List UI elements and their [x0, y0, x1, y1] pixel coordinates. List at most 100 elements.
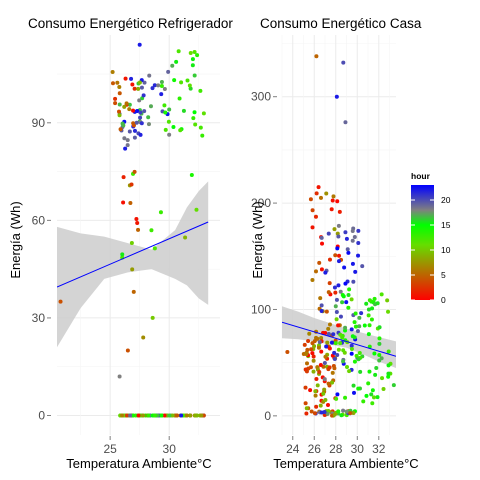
confidence-band-refrigerador: [57, 181, 209, 348]
data-point: [329, 340, 334, 345]
data-point: [336, 223, 341, 228]
data-point: [381, 386, 386, 391]
data-point: [313, 389, 318, 394]
data-point: [142, 109, 147, 114]
data-point: [195, 53, 200, 58]
data-point: [323, 354, 328, 359]
data-point: [325, 402, 330, 407]
data-point: [334, 94, 339, 99]
data-point: [374, 366, 379, 371]
data-point: [370, 388, 375, 393]
data-point: [172, 78, 177, 83]
data-point: [131, 123, 136, 128]
data-point: [317, 369, 322, 374]
confidence-band: [282, 306, 396, 368]
points-refrigerador: [58, 42, 206, 418]
data-point: [117, 374, 122, 379]
data-point: [127, 107, 132, 112]
data-point: [356, 241, 361, 246]
data-point: [373, 372, 378, 377]
data-point: [137, 98, 142, 103]
data-point: [303, 401, 308, 406]
data-point: [179, 80, 184, 85]
data-point: [193, 413, 198, 418]
data-point: [333, 253, 338, 258]
data-point: [334, 317, 339, 322]
data-point: [122, 136, 127, 141]
data-point: [371, 395, 376, 400]
data-point: [323, 397, 328, 402]
data-point: [194, 207, 199, 212]
data-point: [163, 110, 168, 115]
data-point: [310, 351, 315, 356]
data-point: [127, 102, 132, 107]
data-point: [391, 383, 396, 388]
data-point: [351, 279, 356, 284]
data-point: [117, 102, 122, 107]
x-axis-title-refrigerador: Temperatura Ambiente°C: [66, 456, 211, 471]
data-point: [307, 331, 312, 336]
data-point: [346, 292, 351, 297]
data-point: [350, 261, 355, 266]
data-point: [117, 113, 122, 118]
data-point: [360, 264, 365, 269]
legend-title: hour: [411, 171, 431, 181]
data-point: [386, 309, 391, 314]
data-point: [146, 115, 151, 120]
data-point: [113, 96, 118, 101]
y-tick-label: 0: [38, 408, 45, 422]
data-point: [356, 253, 361, 258]
data-point: [369, 392, 374, 397]
data-point: [366, 307, 371, 312]
data-point: [191, 116, 196, 121]
panel-refrigerador: Consumo Energético Refrigerador 0 30 60 90 2…: [8, 16, 233, 471]
y-axis-title-casa: Energía (Wh): [250, 201, 265, 278]
data-point: [312, 411, 317, 416]
data-point: [314, 54, 319, 59]
data-point: [353, 311, 358, 316]
data-point: [131, 413, 136, 418]
data-point: [343, 325, 348, 330]
data-point: [367, 369, 372, 374]
data-point: [326, 331, 331, 336]
data-point: [334, 396, 339, 401]
data-point: [377, 325, 382, 330]
data-point: [335, 352, 340, 357]
data-point: [130, 82, 135, 87]
data-point: [136, 413, 141, 418]
data-point: [139, 85, 144, 90]
data-point: [375, 301, 380, 306]
data-point: [314, 377, 319, 382]
data-point: [341, 294, 346, 299]
data-point: [124, 101, 129, 106]
data-point: [199, 413, 204, 418]
data-point: [345, 247, 350, 252]
x-tick-label: 25: [103, 442, 117, 456]
data-point: [156, 83, 161, 88]
data-point: [375, 395, 380, 400]
data-point: [141, 335, 146, 340]
data-point: [170, 63, 175, 68]
data-point: [192, 73, 197, 78]
data-point: [324, 344, 329, 349]
data-point: [305, 347, 310, 352]
colorbar-ticks: 0 5 10 15 20: [411, 195, 451, 305]
data-point: [123, 146, 128, 151]
data-point: [177, 96, 182, 101]
chart-title-casa: Consumo Energético Casa: [260, 16, 422, 31]
data-point: [357, 315, 362, 320]
data-point: [337, 253, 342, 258]
data-point: [312, 344, 317, 349]
chart-title-refrigerador: Consumo Energético Refrigerador: [28, 16, 233, 31]
data-point: [333, 290, 338, 295]
data-point: [125, 143, 130, 148]
data-point: [337, 209, 342, 214]
data-point: [332, 350, 337, 355]
data-point: [332, 357, 337, 362]
confidence-band: [57, 181, 209, 348]
data-point: [339, 413, 344, 418]
data-point: [110, 70, 115, 75]
data-point: [166, 69, 171, 74]
data-point: [313, 393, 318, 398]
